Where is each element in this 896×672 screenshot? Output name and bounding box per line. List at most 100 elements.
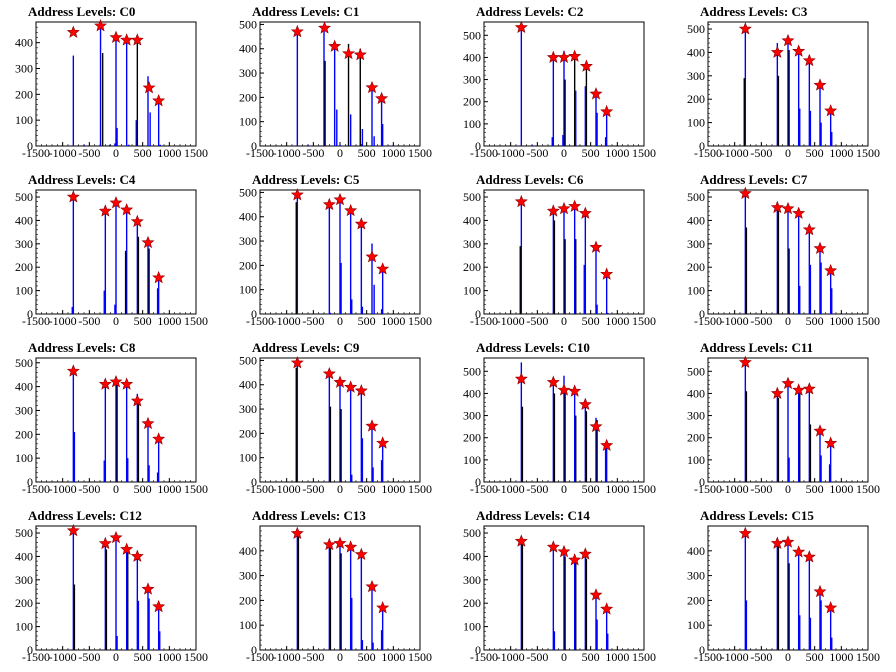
peak-marker xyxy=(568,553,582,566)
peak-marker xyxy=(813,424,827,437)
x-tick-label: 1500 xyxy=(184,650,208,664)
chart-panel-1: Address Levels: C10100200300400500-1500-… xyxy=(239,4,432,160)
peak-marker xyxy=(802,382,816,395)
x-tick-label: -1500 xyxy=(22,482,50,496)
peak-marker xyxy=(290,526,304,539)
peak-marker xyxy=(98,536,112,550)
y-tick-label: 200 xyxy=(687,431,705,445)
x-tick-label: -1500 xyxy=(246,314,274,328)
y-tick-label: 400 xyxy=(239,210,257,224)
x-tick-label: -1000 xyxy=(497,482,525,496)
peak-marker xyxy=(546,204,560,217)
x-tick-label: -1500 xyxy=(694,146,722,160)
peak-marker xyxy=(365,419,379,432)
x-tick-label: -500 xyxy=(750,314,772,328)
y-tick-label: 0 xyxy=(699,307,705,321)
x-tick-label: 1000 xyxy=(605,650,629,664)
y-tick-label: 0 xyxy=(251,643,257,657)
peak-marker xyxy=(813,241,827,255)
x-tick-label: 1000 xyxy=(157,146,181,160)
peak-marker xyxy=(344,380,358,393)
peak-marker xyxy=(109,196,123,209)
chart-title: Address Levels: C5 xyxy=(252,172,360,187)
x-tick-label: -500 xyxy=(750,146,772,160)
y-tick-label: 0 xyxy=(27,307,33,321)
y-tick-label: 400 xyxy=(239,544,257,558)
y-tick-label: 300 xyxy=(15,237,33,251)
x-tick-label: 1000 xyxy=(157,650,181,664)
x-tick-label: 1500 xyxy=(632,314,656,328)
peak-marker xyxy=(342,46,356,60)
peak-marker xyxy=(376,436,390,449)
peak-marker xyxy=(354,547,368,561)
y-tick-label: 300 xyxy=(687,237,705,251)
peak-marker xyxy=(781,33,795,47)
peak-marker xyxy=(322,197,336,211)
x-tick-label: 0 xyxy=(561,314,567,328)
peak-marker xyxy=(770,536,784,549)
x-tick-label: 500 xyxy=(806,314,824,328)
y-tick-label: 100 xyxy=(15,284,33,298)
x-tick-label: 1500 xyxy=(632,482,656,496)
peak-marker xyxy=(94,19,108,32)
x-tick-label: 500 xyxy=(582,146,600,160)
x-tick-label: -1000 xyxy=(721,146,749,160)
peak-marker xyxy=(66,523,80,537)
y-tick-label: 300 xyxy=(239,569,257,583)
y-tick-label: 400 xyxy=(463,549,481,563)
x-tick-label: 500 xyxy=(358,650,376,664)
peak-marker xyxy=(130,33,144,46)
peak-marker xyxy=(813,584,827,598)
y-tick-label: 400 xyxy=(15,213,33,227)
x-tick-label: -1500 xyxy=(694,650,722,664)
x-tick-label: 0 xyxy=(561,650,567,664)
chart-title: Address Levels: C8 xyxy=(28,340,136,355)
x-tick-label: 1000 xyxy=(829,314,853,328)
peak-marker xyxy=(344,540,358,553)
x-tick-label: -500 xyxy=(78,650,100,664)
peak-marker xyxy=(66,25,80,38)
x-tick-label: 0 xyxy=(337,650,343,664)
peak-marker xyxy=(770,45,784,58)
x-tick-label: -500 xyxy=(750,650,772,664)
peak-marker xyxy=(376,262,390,275)
x-tick-label: -500 xyxy=(302,146,324,160)
y-tick-label: 200 xyxy=(687,260,705,274)
x-tick-label: -1500 xyxy=(470,650,498,664)
y-tick-label: 200 xyxy=(15,596,33,610)
y-tick-label: 300 xyxy=(15,403,33,417)
y-tick-label: 100 xyxy=(687,618,705,632)
x-tick-label: -500 xyxy=(302,650,324,664)
peak-marker xyxy=(579,59,593,72)
chart-panel-5: Address Levels: C50100200300400500-1500-… xyxy=(239,172,432,328)
peak-marker xyxy=(333,375,347,388)
x-tick-label: 1500 xyxy=(408,482,432,496)
y-tick-label: 0 xyxy=(699,643,705,657)
x-tick-label: 500 xyxy=(806,482,824,496)
peak-marker xyxy=(514,20,528,34)
x-tick-label: 1000 xyxy=(381,146,405,160)
y-tick-label: 100 xyxy=(239,451,257,465)
x-tick-label: -1500 xyxy=(470,314,498,328)
peak-marker xyxy=(578,206,592,219)
x-tick-label: 1000 xyxy=(605,482,629,496)
y-tick-label: 500 xyxy=(15,356,33,370)
x-tick-label: 0 xyxy=(337,482,343,496)
peak-marker xyxy=(141,235,155,249)
peak-marker xyxy=(365,250,379,263)
y-tick-label: 0 xyxy=(475,139,481,153)
x-tick-label: 0 xyxy=(113,482,119,496)
x-tick-label: -1500 xyxy=(470,482,498,496)
peak-marker xyxy=(578,397,592,411)
y-tick-label: 500 xyxy=(687,22,705,36)
x-tick-label: -1000 xyxy=(49,314,77,328)
x-tick-label: 0 xyxy=(561,482,567,496)
x-tick-label: -500 xyxy=(78,146,100,160)
y-tick-label: 300 xyxy=(463,237,481,251)
y-tick-label: 100 xyxy=(15,451,33,465)
peak-marker xyxy=(568,199,582,212)
y-tick-label: 400 xyxy=(15,36,33,50)
x-tick-label: -1000 xyxy=(721,314,749,328)
peak-marker xyxy=(109,30,123,44)
